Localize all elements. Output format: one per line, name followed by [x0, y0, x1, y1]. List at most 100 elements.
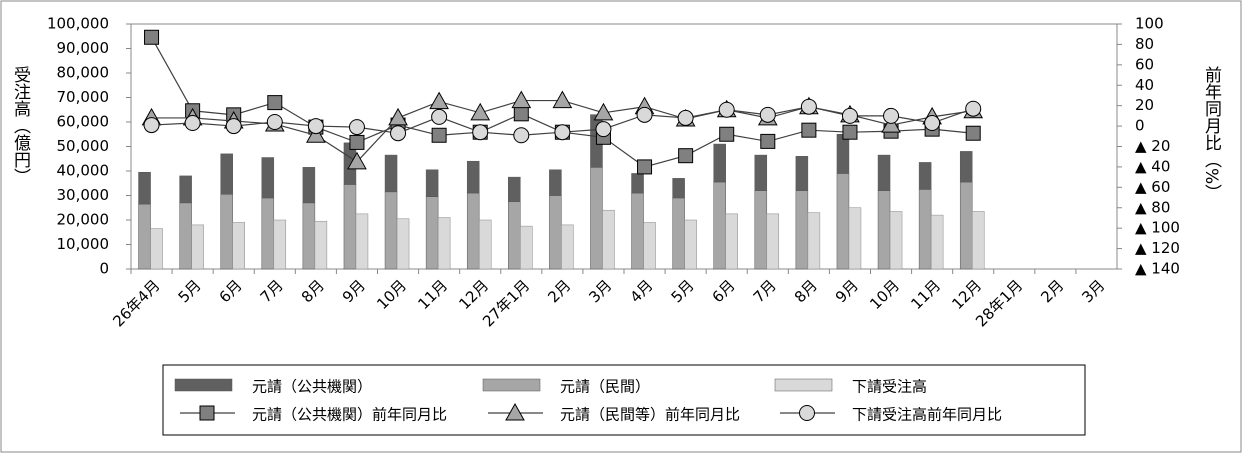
line-marker [267, 95, 283, 111]
line-marker [842, 124, 858, 140]
bar [971, 211, 985, 270]
bar-segment [179, 202, 192, 270]
bar [314, 220, 328, 270]
line-marker [924, 115, 941, 132]
line-marker [144, 29, 160, 45]
bar-segment [631, 192, 644, 270]
y2-tick-label: ▲ 100 [1135, 219, 1180, 237]
bar-segment [713, 143, 726, 183]
bar-segment [549, 195, 562, 270]
bar-segment [590, 167, 603, 270]
legend-box [162, 364, 1086, 436]
line-marker [552, 90, 573, 109]
line-marker [429, 91, 449, 110]
y-axis-title: 受注高（億円） [10, 66, 31, 185]
y-tick-label: 50,000 [57, 137, 110, 155]
bar-segment [672, 197, 685, 270]
bar [561, 224, 574, 270]
y-tick-label: 0 [99, 260, 109, 278]
legend-label: 下請受注高前年同月比 [852, 406, 1002, 424]
bar-segment [918, 162, 932, 190]
line-marker [470, 102, 491, 121]
legend-marker [199, 405, 215, 421]
y2-tick-label: ▲ 140 [1135, 260, 1180, 278]
bar-segment [959, 151, 973, 183]
legend-swatch [482, 378, 541, 392]
line-marker [800, 98, 817, 115]
line-marker [554, 124, 571, 141]
bar-segment [631, 173, 644, 194]
legend-label: 元請（民間） [560, 378, 650, 396]
bar [930, 214, 944, 270]
line-marker [636, 106, 653, 123]
line-marker [511, 90, 532, 109]
bar-segment [877, 190, 891, 270]
line-marker [431, 108, 448, 125]
legend-label: 元請（公共機関）前年同月比 [252, 406, 447, 424]
line-marker [513, 127, 530, 144]
bar-segment [261, 197, 275, 270]
bar-segment [672, 178, 685, 199]
y-tick-label: 40,000 [57, 162, 110, 180]
line-marker [719, 126, 735, 142]
legend-swatch [774, 378, 833, 392]
line-marker [513, 106, 529, 122]
y2-tick-label: 40 [1135, 76, 1154, 94]
line-marker [472, 124, 489, 141]
line-marker [347, 151, 367, 170]
y-tick-label: 90,000 [57, 39, 110, 57]
bar [150, 228, 163, 270]
bar [889, 211, 903, 270]
y-tick-label: 20,000 [57, 211, 110, 229]
line-marker [637, 159, 653, 175]
line-marker [143, 117, 160, 134]
legend-swatch [174, 378, 233, 392]
y2-tick-label: ▲ 80 [1135, 198, 1170, 216]
y2-tick-label: ▲ 20 [1135, 137, 1170, 155]
bar [684, 219, 697, 270]
bar [273, 219, 287, 270]
line-marker [431, 127, 447, 143]
y-tick-label: 10,000 [57, 235, 110, 253]
line-marker [965, 100, 982, 117]
bar [848, 207, 862, 270]
bar-segment [549, 169, 562, 196]
line-marker [184, 115, 201, 132]
line-marker [718, 101, 735, 118]
bar-segment [138, 203, 151, 270]
bar [232, 222, 245, 270]
line-marker [349, 134, 365, 150]
y-tick-label: 80,000 [57, 64, 110, 82]
line-marker [595, 121, 612, 138]
y2-tick-label: 0 [1135, 117, 1145, 135]
bar-segment [508, 176, 521, 202]
bar-segment [302, 167, 316, 204]
line-marker [348, 119, 365, 136]
legend-label: 元請（公共機関） [252, 378, 372, 396]
bar-segment [138, 171, 151, 205]
bar-segment [713, 181, 726, 270]
bar-segment [261, 157, 275, 199]
y2-tick-label: ▲ 60 [1135, 178, 1170, 196]
bar-segment [384, 191, 398, 270]
bar-segment [425, 196, 439, 270]
line-marker [881, 115, 901, 133]
bar-segment [179, 175, 192, 204]
y-tick-label: 60,000 [57, 113, 110, 131]
line-marker [841, 107, 858, 124]
bar [766, 213, 780, 270]
bar-segment [466, 160, 480, 194]
line-marker [390, 125, 407, 142]
bar-segment [959, 181, 973, 270]
line-marker [801, 122, 817, 138]
bar-segment [795, 190, 809, 270]
bar-segment [220, 153, 233, 195]
line-marker [593, 102, 614, 121]
bar-segment [836, 134, 850, 174]
bar [396, 218, 410, 270]
bar-segment [425, 169, 439, 197]
line-marker [678, 148, 694, 164]
bar [643, 222, 656, 270]
line-marker [306, 125, 326, 143]
